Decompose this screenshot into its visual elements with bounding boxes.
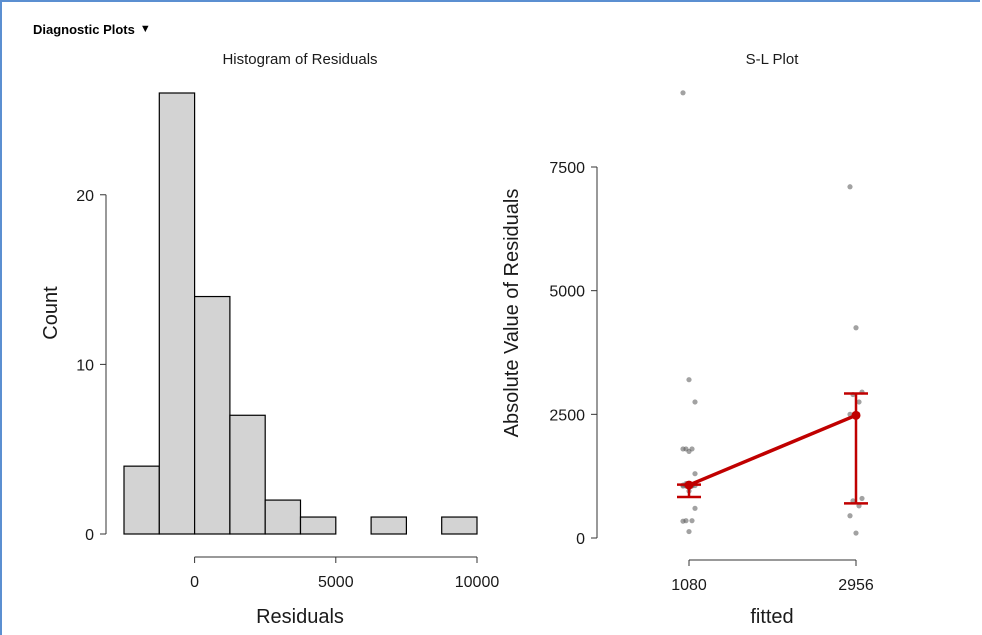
sl-x-tick-label: 2956	[838, 577, 874, 594]
hist-x-tick-label: 0	[190, 574, 199, 591]
caret-down-icon: ▼	[139, 22, 151, 35]
sl-point	[692, 505, 698, 511]
hist-y-label: Count	[40, 286, 62, 340]
diagnostic-plots-toggle[interactable]: Diagnostic Plots ▼	[33, 22, 151, 37]
hist-bar	[229, 414, 266, 535]
hist-bar	[441, 516, 478, 535]
sl-point	[847, 513, 853, 519]
sl-x-label: fitted	[750, 606, 793, 628]
sl-y-label: Absolute Value of Residuals	[501, 189, 523, 438]
hist-bar	[123, 465, 160, 535]
sl-mean-point	[684, 480, 694, 490]
hist-bar	[370, 516, 408, 535]
hist-y-tick-label: 0	[85, 527, 94, 544]
sl-point	[686, 528, 692, 535]
sl-y-tick-label: 5000	[549, 284, 585, 301]
sl-point	[692, 399, 698, 405]
sl-point	[686, 377, 692, 383]
sl-point	[853, 325, 859, 331]
panel-title: Diagnostic Plots	[33, 22, 135, 37]
sl-title: S-L Plot	[746, 51, 800, 68]
sl-point	[680, 518, 686, 524]
sl-point	[686, 448, 692, 455]
hist-x-tick-label: 10000	[455, 574, 500, 591]
hist-x-tick-label: 5000	[318, 574, 354, 591]
sl-point	[692, 471, 698, 477]
sl-point	[680, 90, 686, 96]
hist-bar	[264, 499, 302, 535]
hist-y-tick-label: 20	[76, 188, 94, 205]
hist-bar	[299, 516, 337, 535]
sl-mean-point	[851, 410, 861, 420]
sl-point	[689, 518, 695, 524]
sl-point	[856, 399, 862, 405]
sl-point	[859, 495, 865, 502]
sl-point	[847, 184, 853, 190]
hist-x-label: Residuals	[256, 606, 344, 628]
sl-point	[853, 530, 859, 536]
sl-y-tick-label: 0	[576, 531, 585, 548]
sl-mean-line	[688, 413, 857, 487]
hist-bar	[158, 92, 196, 535]
hist-title: Histogram of Residuals	[222, 51, 377, 68]
sl-y-tick-label: 7500	[549, 160, 585, 177]
sl-point	[680, 446, 686, 452]
hist-y-tick-label: 10	[76, 357, 94, 374]
sl-y-tick-label: 2500	[549, 407, 585, 424]
sl-x-tick-label: 1080	[671, 577, 707, 594]
